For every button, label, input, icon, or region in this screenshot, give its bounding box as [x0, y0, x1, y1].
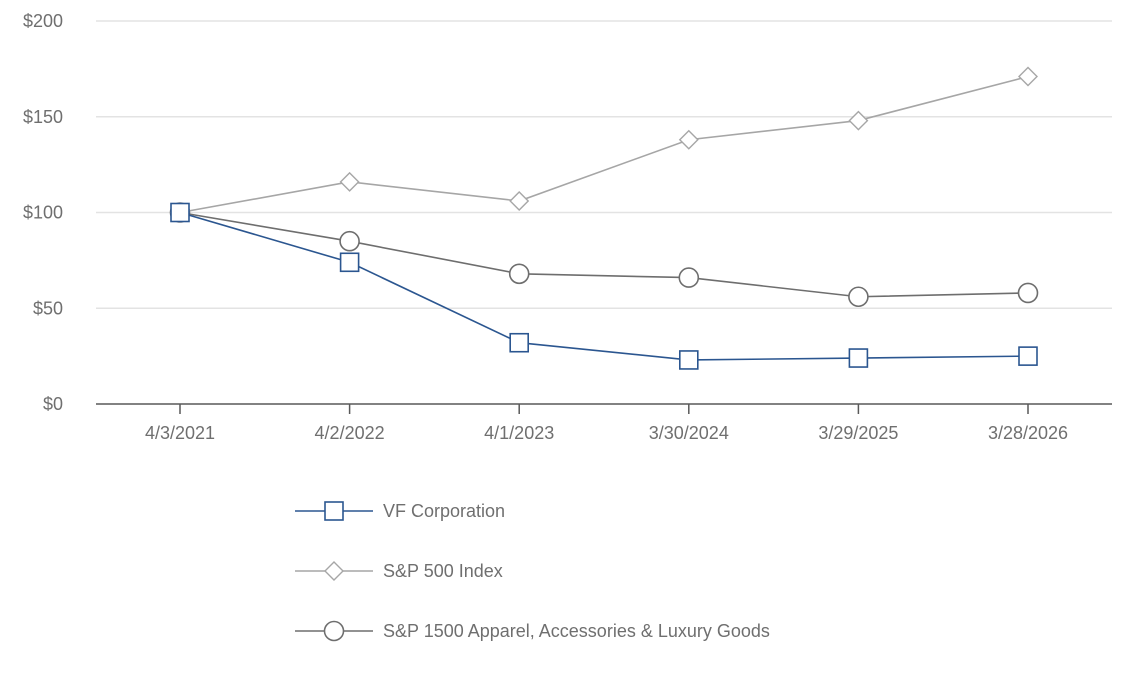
data-point	[1018, 346, 1038, 366]
data-point	[170, 202, 190, 223]
data-point	[1018, 66, 1038, 87]
x-tick-label: 3/30/2024	[649, 423, 729, 443]
x-tick-label: 3/29/2025	[818, 423, 898, 443]
legend-marker	[323, 620, 345, 642]
y-tick-label: $150	[23, 107, 63, 127]
x-tick-label: 4/1/2023	[484, 423, 554, 443]
legend-item: S&P 500 Index	[295, 561, 503, 581]
y-tick-label: $50	[33, 298, 63, 318]
data-point	[509, 191, 530, 211]
series-line	[179, 211, 1029, 361]
data-point	[508, 263, 530, 285]
x-tick-label: 4/3/2021	[145, 423, 215, 443]
grid	[96, 20, 1112, 309]
data-point	[848, 286, 869, 308]
series-1	[170, 66, 1038, 223]
legend-label: S&P 500 Index	[383, 561, 503, 581]
x-tick-label: 3/28/2026	[988, 423, 1068, 443]
data-point	[509, 332, 530, 353]
data-point	[678, 267, 700, 288]
legend-marker	[324, 561, 344, 581]
y-tick-label: $100	[23, 203, 63, 223]
legend: VF Corporation S&P 500 Index S&P 1500 Appa…	[295, 501, 770, 642]
y-axis: $0 $50 $100 $150 $200	[23, 11, 63, 414]
data-point	[339, 171, 360, 192]
series-line	[179, 75, 1029, 214]
legend-label: S&P 1500 Apparel, Accessories & Luxury G…	[383, 621, 770, 641]
data-point	[678, 350, 699, 370]
data-point	[848, 110, 869, 131]
data-point	[848, 348, 869, 368]
series-line	[179, 211, 1029, 298]
series-2	[169, 202, 1039, 308]
data-point	[1017, 282, 1039, 304]
legend-label: VF Corporation	[383, 501, 505, 521]
data-point	[339, 230, 360, 252]
legend-marker	[324, 501, 344, 521]
series-group	[169, 66, 1039, 370]
data-point	[339, 252, 360, 273]
x-axis: 4/3/2021 4/2/2022 4/1/2023 3/30/2024 3/29/20…	[96, 403, 1112, 443]
data-point	[678, 129, 699, 150]
series-0	[170, 202, 1038, 370]
x-tick-label: 4/2/2022	[315, 423, 385, 443]
legend-item: VF Corporation	[295, 501, 505, 521]
y-tick-label: $0	[43, 394, 63, 414]
y-tick-label: $200	[23, 11, 63, 31]
legend-item: S&P 1500 Apparel, Accessories & Luxury G…	[295, 620, 770, 642]
